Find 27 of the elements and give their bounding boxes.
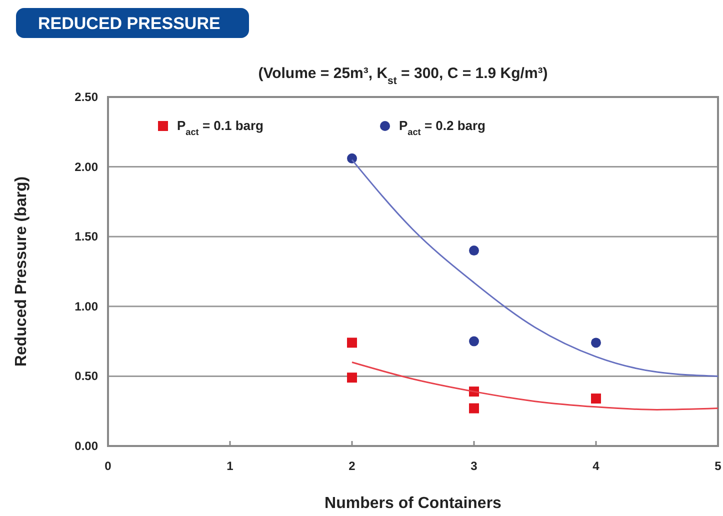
point (347, 372, 357, 383)
point (469, 246, 479, 256)
chart-subtitle: (Volume = 25m³, K$_{st}$ = 300, C = 1.9 Kg/m³) (258, 65, 548, 87)
x-tick-label: 1 (226, 459, 234, 473)
x-tick-label: 2 (348, 459, 356, 473)
point (347, 153, 357, 164)
x-tick-label: 5 (714, 459, 722, 473)
y-axis-title: Reduced Pressure (barg) (13, 176, 30, 367)
point (591, 394, 601, 404)
point (469, 336, 479, 346)
y-tick-label: 0.50 (74, 369, 98, 384)
line-series (351, 361, 719, 410)
y-tick-label: 0.00 (74, 439, 98, 453)
x-tick-label: 0 (104, 459, 112, 473)
y-tick-label: 1.50 (74, 230, 98, 244)
legend-label: P$_{act}$ = 0.2 barg (399, 118, 486, 137)
y-tick-label: 1.00 (74, 299, 98, 314)
chart-title: REDUCED PRESSURE (38, 14, 220, 33)
point (469, 403, 479, 414)
x-tick-label: 4 (592, 459, 600, 473)
x-tick-label: 3 (470, 459, 478, 473)
point (347, 338, 357, 348)
point (591, 338, 601, 348)
legend-label: P$_{act}$ = 0.1 barg (177, 118, 264, 137)
y-tick-label: 2.50 (74, 90, 98, 104)
x-axis-title: Numbers of Containers (324, 495, 502, 512)
y-tick-label: 2.00 (74, 160, 98, 174)
